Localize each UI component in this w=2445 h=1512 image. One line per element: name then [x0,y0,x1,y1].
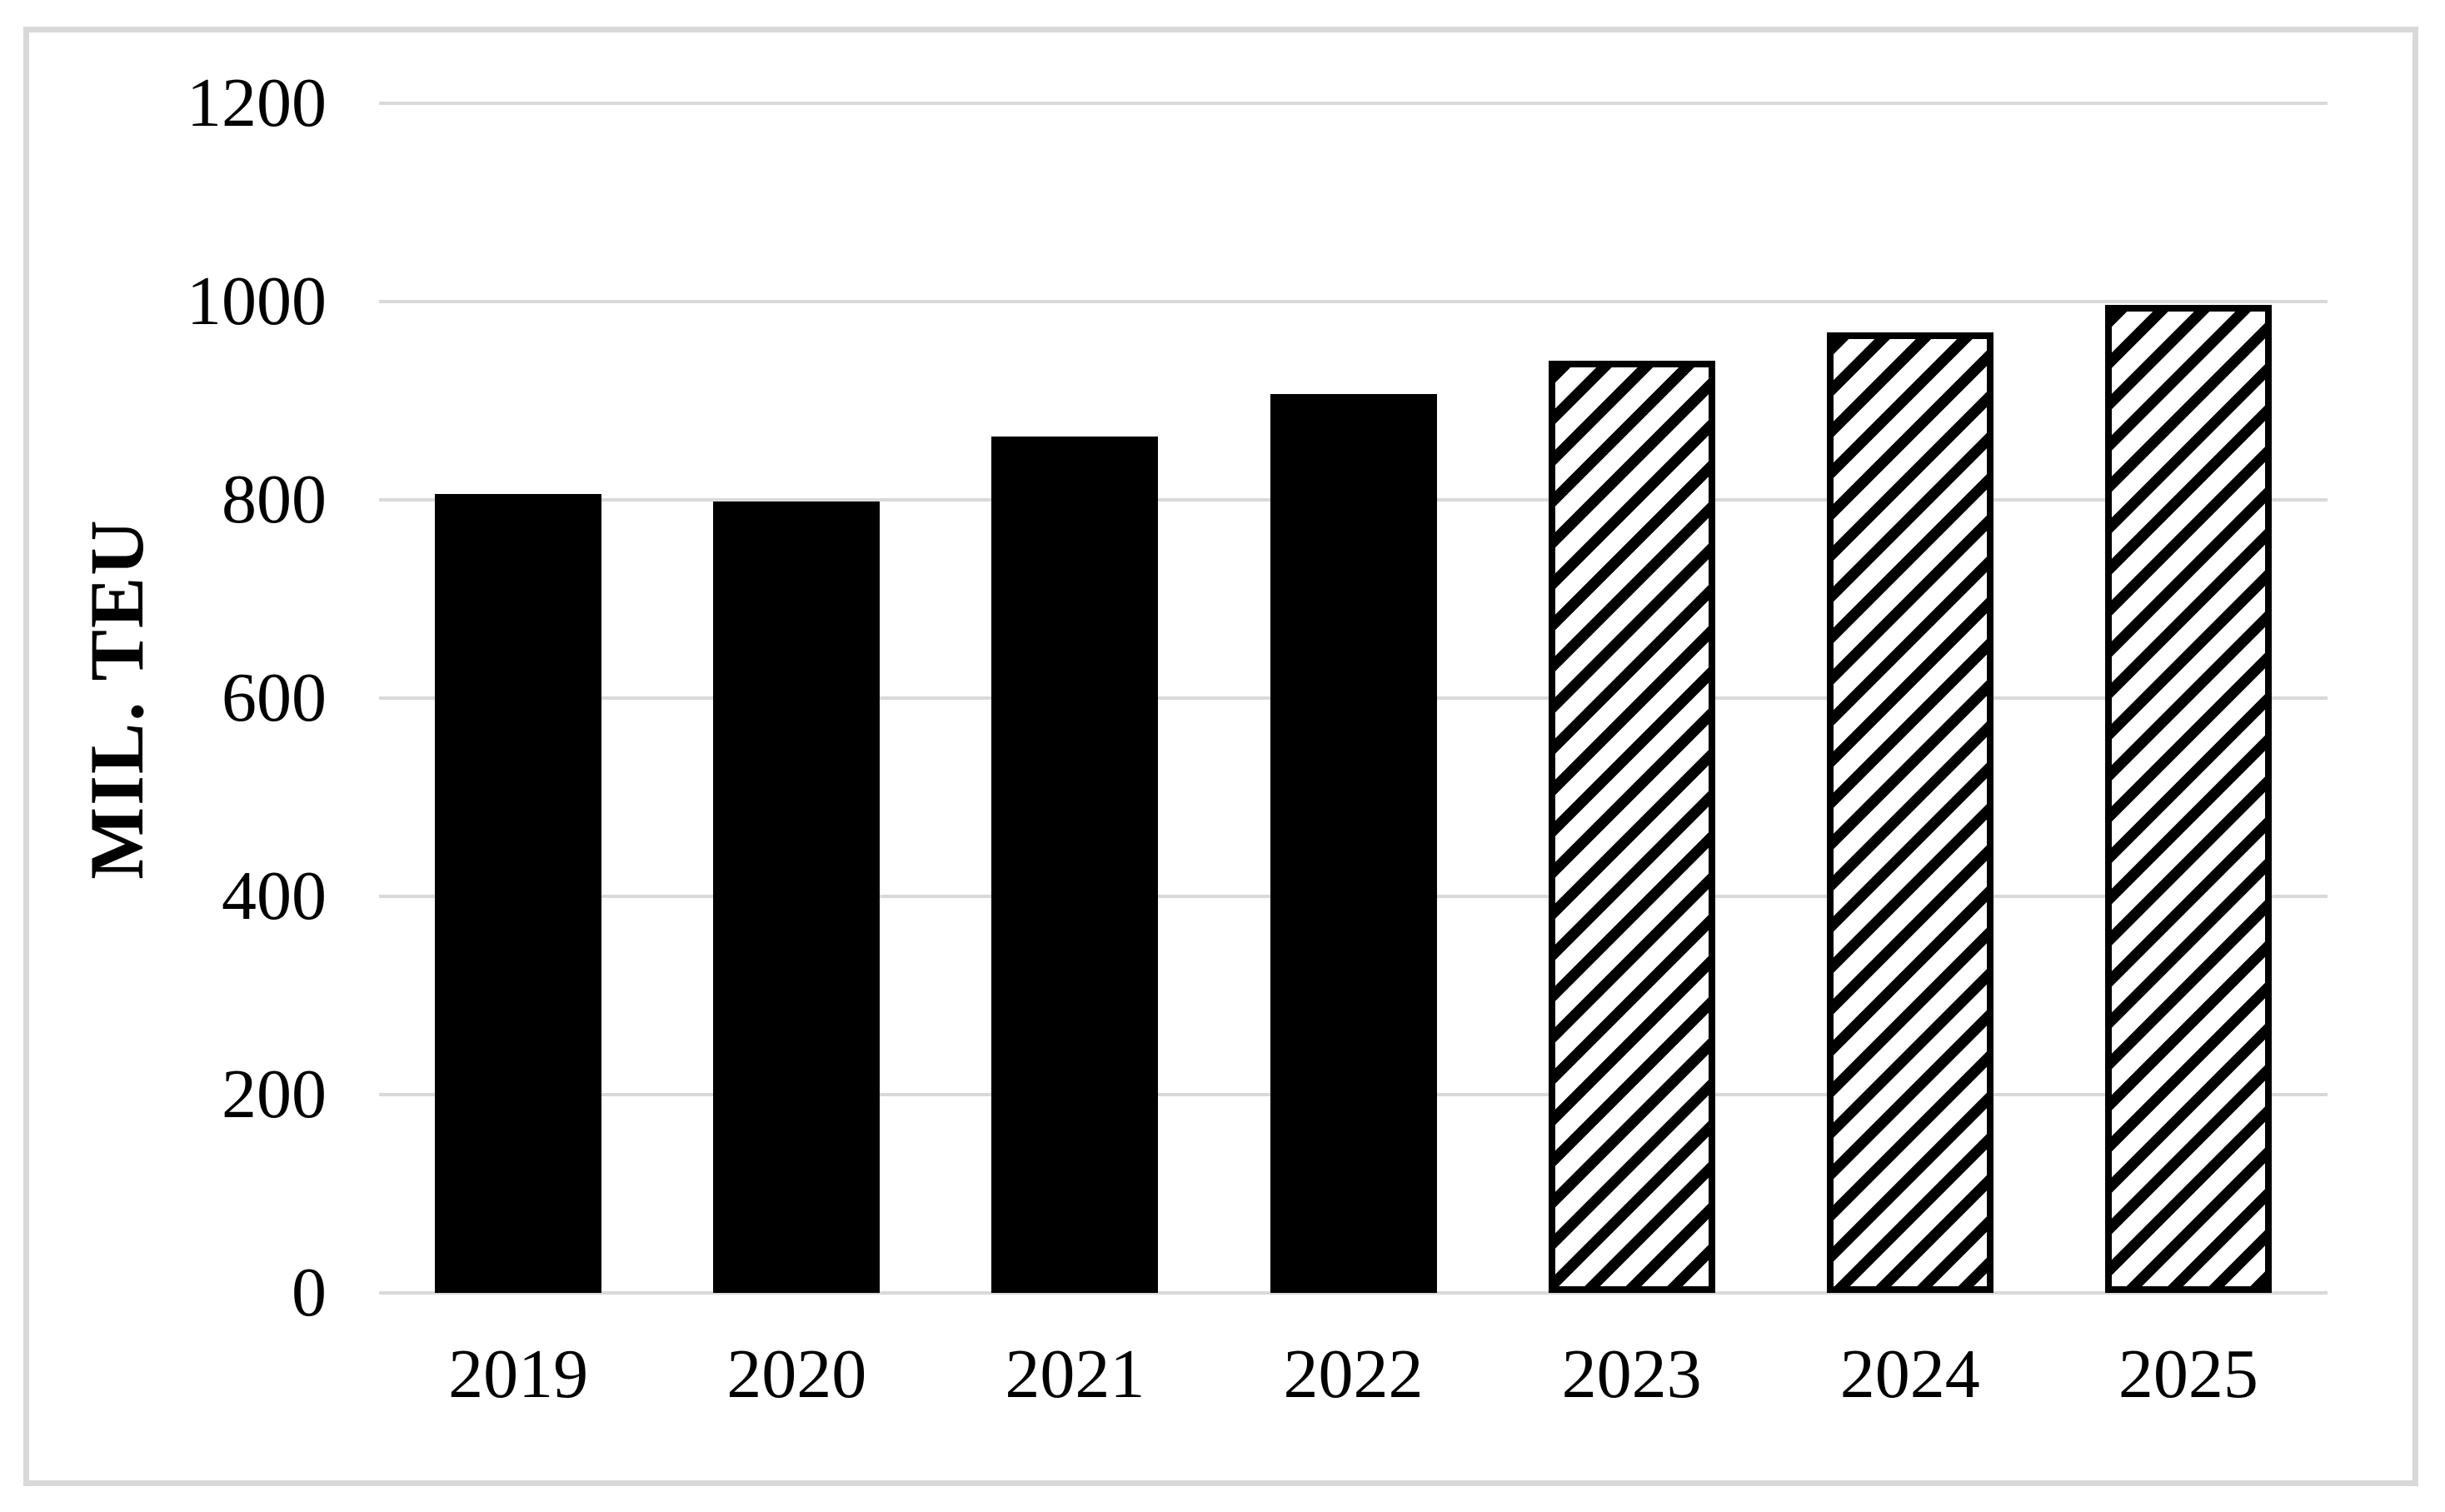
y-tick-label-1000: 1000 [187,262,327,340]
figure-border [23,27,2418,1486]
x-tick-label-2021: 2021 [1005,1335,1145,1413]
y-tick-label-1200: 1200 [187,64,327,142]
gridline-1000 [379,300,2328,303]
y-tick-label-600: 600 [222,659,327,736]
x-tick-label-2024: 2024 [1839,1335,1980,1413]
gridline-0 [379,1291,2328,1295]
gridline-1200 [379,102,2328,105]
bar-2023 [1548,361,1715,1293]
x-tick-label-2025: 2025 [2118,1335,2258,1413]
bar-2025 [2104,304,2272,1293]
bar-2024 [1826,332,1993,1293]
y-tick-label-400: 400 [222,857,327,935]
y-tick-label-800: 800 [222,461,327,538]
x-tick-label-2019: 2019 [448,1335,589,1413]
bar-2022 [1270,393,1437,1293]
x-tick-label-2022: 2022 [1283,1335,1424,1413]
bar-2020 [713,502,881,1293]
x-tick-label-2020: 2020 [726,1335,867,1413]
y-tick-label-200: 200 [222,1055,327,1133]
bar-2019 [435,493,602,1293]
y-tick-label-0: 0 [292,1254,327,1331]
x-tick-label-2023: 2023 [1561,1335,1702,1413]
bar-2021 [991,436,1159,1293]
